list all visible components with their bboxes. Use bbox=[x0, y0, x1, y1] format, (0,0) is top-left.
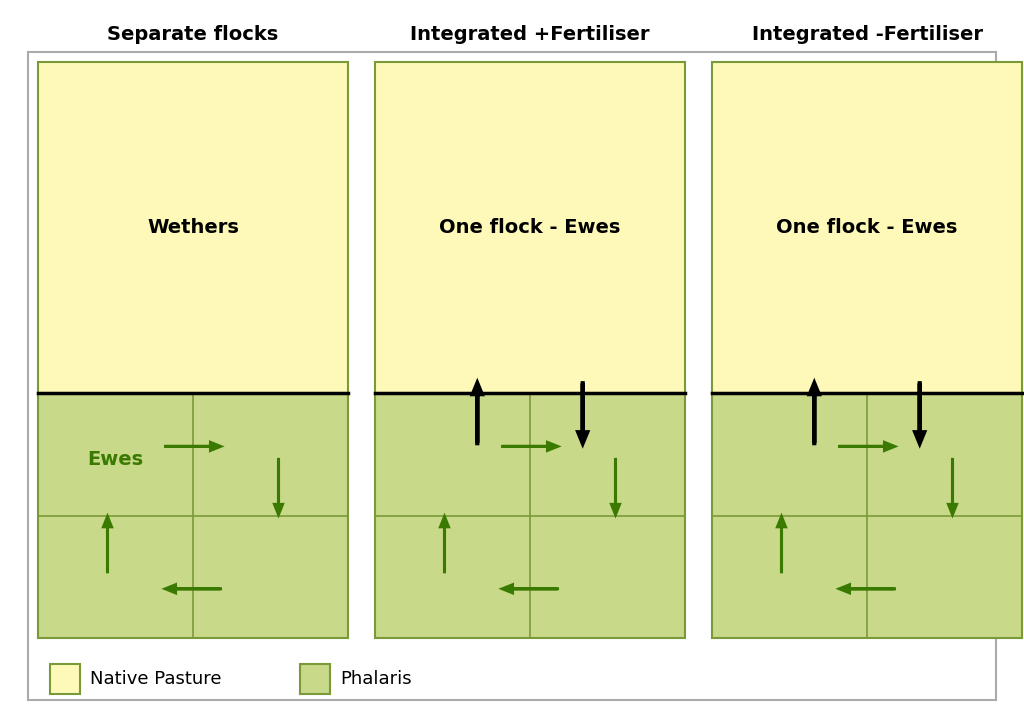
Bar bbox=[28, 52, 996, 700]
FancyArrow shape bbox=[440, 517, 449, 571]
FancyArrow shape bbox=[579, 383, 587, 443]
FancyArrow shape bbox=[166, 443, 220, 451]
Bar bbox=[300, 664, 330, 694]
Text: One flock - Ewes: One flock - Ewes bbox=[776, 218, 957, 237]
FancyArrow shape bbox=[473, 383, 482, 443]
FancyArrow shape bbox=[611, 459, 620, 515]
Text: Integrated +Fertiliser: Integrated +Fertiliser bbox=[411, 25, 650, 44]
Bar bbox=[375, 62, 685, 393]
Bar bbox=[50, 664, 80, 694]
Text: Phalaris: Phalaris bbox=[340, 670, 412, 688]
Text: One flock - Ewes: One flock - Ewes bbox=[439, 218, 621, 237]
FancyArrow shape bbox=[840, 585, 895, 593]
Bar bbox=[712, 393, 1022, 638]
FancyArrow shape bbox=[840, 443, 895, 451]
Bar bbox=[712, 62, 1022, 393]
FancyArrow shape bbox=[503, 443, 557, 451]
Bar bbox=[38, 393, 348, 638]
FancyArrow shape bbox=[777, 517, 785, 571]
FancyArrow shape bbox=[166, 585, 220, 593]
Bar bbox=[38, 62, 348, 393]
FancyArrow shape bbox=[274, 459, 283, 515]
FancyArrow shape bbox=[103, 517, 112, 571]
Text: Separate flocks: Separate flocks bbox=[108, 25, 279, 44]
Text: Native Pasture: Native Pasture bbox=[90, 670, 221, 688]
Bar bbox=[375, 393, 685, 638]
Text: Integrated -Fertiliser: Integrated -Fertiliser bbox=[752, 25, 982, 44]
FancyArrow shape bbox=[810, 383, 819, 443]
FancyArrow shape bbox=[915, 383, 925, 443]
Text: Wethers: Wethers bbox=[147, 218, 239, 237]
FancyArrow shape bbox=[503, 585, 557, 593]
Text: Ewes: Ewes bbox=[87, 450, 143, 469]
FancyArrow shape bbox=[948, 459, 956, 515]
